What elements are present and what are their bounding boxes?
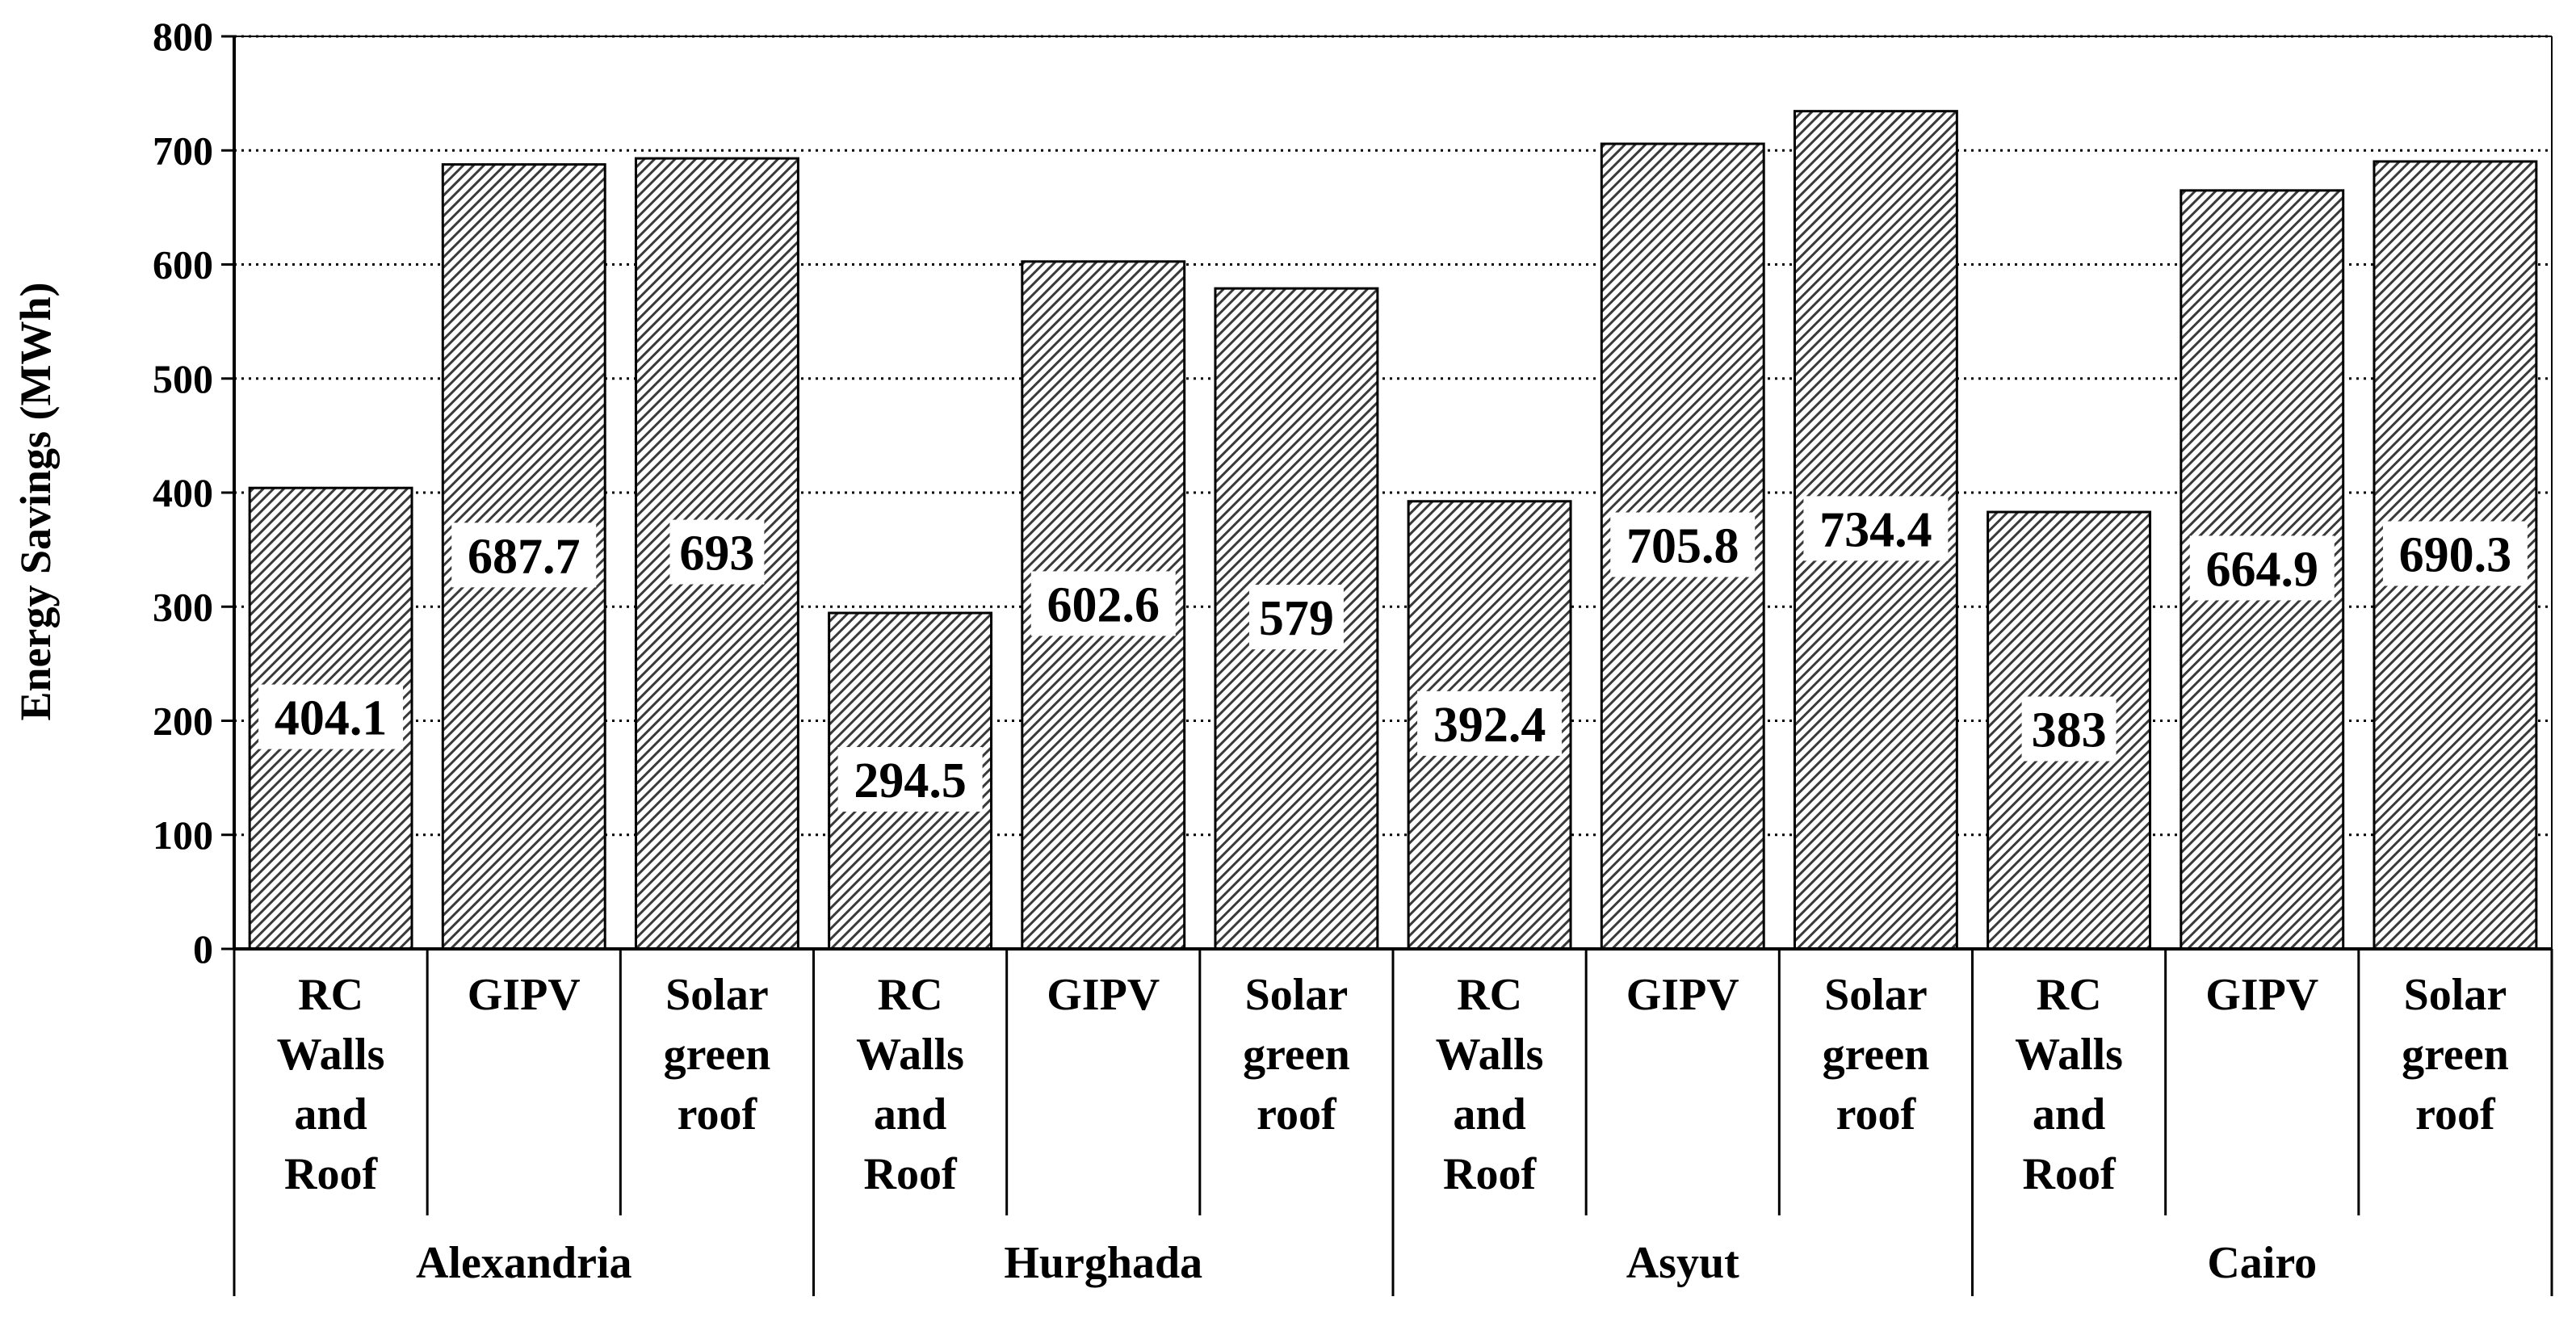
y-tick-label: 100	[153, 812, 213, 858]
y-tick-label: 200	[153, 699, 213, 744]
data-label: 579	[1259, 591, 1334, 646]
x-category-label: RC Walls and Roof	[277, 970, 385, 1199]
y-tick-label: 700	[153, 128, 213, 173]
x-group-label: Alexandria	[416, 1238, 632, 1288]
x-category-label: Solar green roof	[664, 970, 771, 1139]
x-category-label: Solar green roof	[2402, 970, 2509, 1139]
x-category-label: RC Walls and Roof	[1436, 970, 1544, 1199]
data-label-background	[1030, 571, 1176, 636]
x-category-label: GIPV	[1626, 970, 1739, 1020]
data-label-background	[1417, 690, 1563, 756]
data-label-background	[837, 747, 983, 812]
data-label: 693	[679, 527, 754, 581]
data-label-background	[1803, 496, 1949, 561]
y-tick-label: 0	[193, 926, 213, 972]
x-category-label: GIPV	[1047, 970, 1160, 1020]
data-label-background	[1610, 512, 1756, 577]
data-label-background	[669, 519, 765, 585]
x-group-label: Hurghada	[1004, 1238, 1202, 1288]
category-axis-labels: RC Walls and Roof GIPV Solar green roof Alexandr…	[233, 949, 2553, 1296]
axes: 0 100 200 300 400 500 600 700 800	[153, 14, 2553, 972]
x-category-label: Solar green roof	[1823, 970, 1930, 1139]
data-label: 294.5	[854, 753, 967, 808]
data-labels: 404.1 687.7 693 294.5 602.6 579 392.4 705.8 734.…	[258, 496, 2528, 812]
x-category-label: GIPV	[2205, 970, 2318, 1020]
y-tick-label: 500	[153, 356, 213, 401]
x-category-label: GIPV	[468, 970, 581, 1020]
y-tick-label: 300	[153, 584, 213, 629]
data-label: 705.8	[1626, 519, 1739, 574]
x-category-label: Solar green roof	[1243, 970, 1350, 1139]
data-label: 383	[2032, 703, 2107, 758]
x-group-label: Asyut	[1626, 1238, 1739, 1288]
data-label: 687.7	[468, 529, 581, 584]
y-axis-title: Energy Savings (MWh)	[11, 282, 60, 720]
x-category-label: RC Walls and Roof	[2015, 970, 2123, 1199]
data-label: 664.9	[2206, 542, 2319, 597]
data-label-background	[2382, 521, 2528, 586]
data-label-background	[2021, 696, 2117, 762]
y-tick-label: 400	[153, 470, 213, 515]
data-label-background	[2189, 535, 2335, 601]
x-group-label: Cairo	[2207, 1238, 2317, 1288]
data-label: 690.3	[2399, 527, 2512, 582]
data-label-background	[1248, 585, 1344, 650]
data-label: 404.1	[275, 691, 388, 746]
x-category-label: RC Walls and Roof	[856, 970, 964, 1199]
data-label: 734.4	[1819, 502, 1932, 557]
data-label-background	[451, 523, 597, 588]
y-tick-label: 800	[153, 14, 213, 59]
data-label-background	[258, 684, 404, 749]
y-tick-label: 600	[153, 242, 213, 287]
data-label: 602.6	[1047, 577, 1160, 632]
data-label: 392.4	[1433, 698, 1546, 753]
